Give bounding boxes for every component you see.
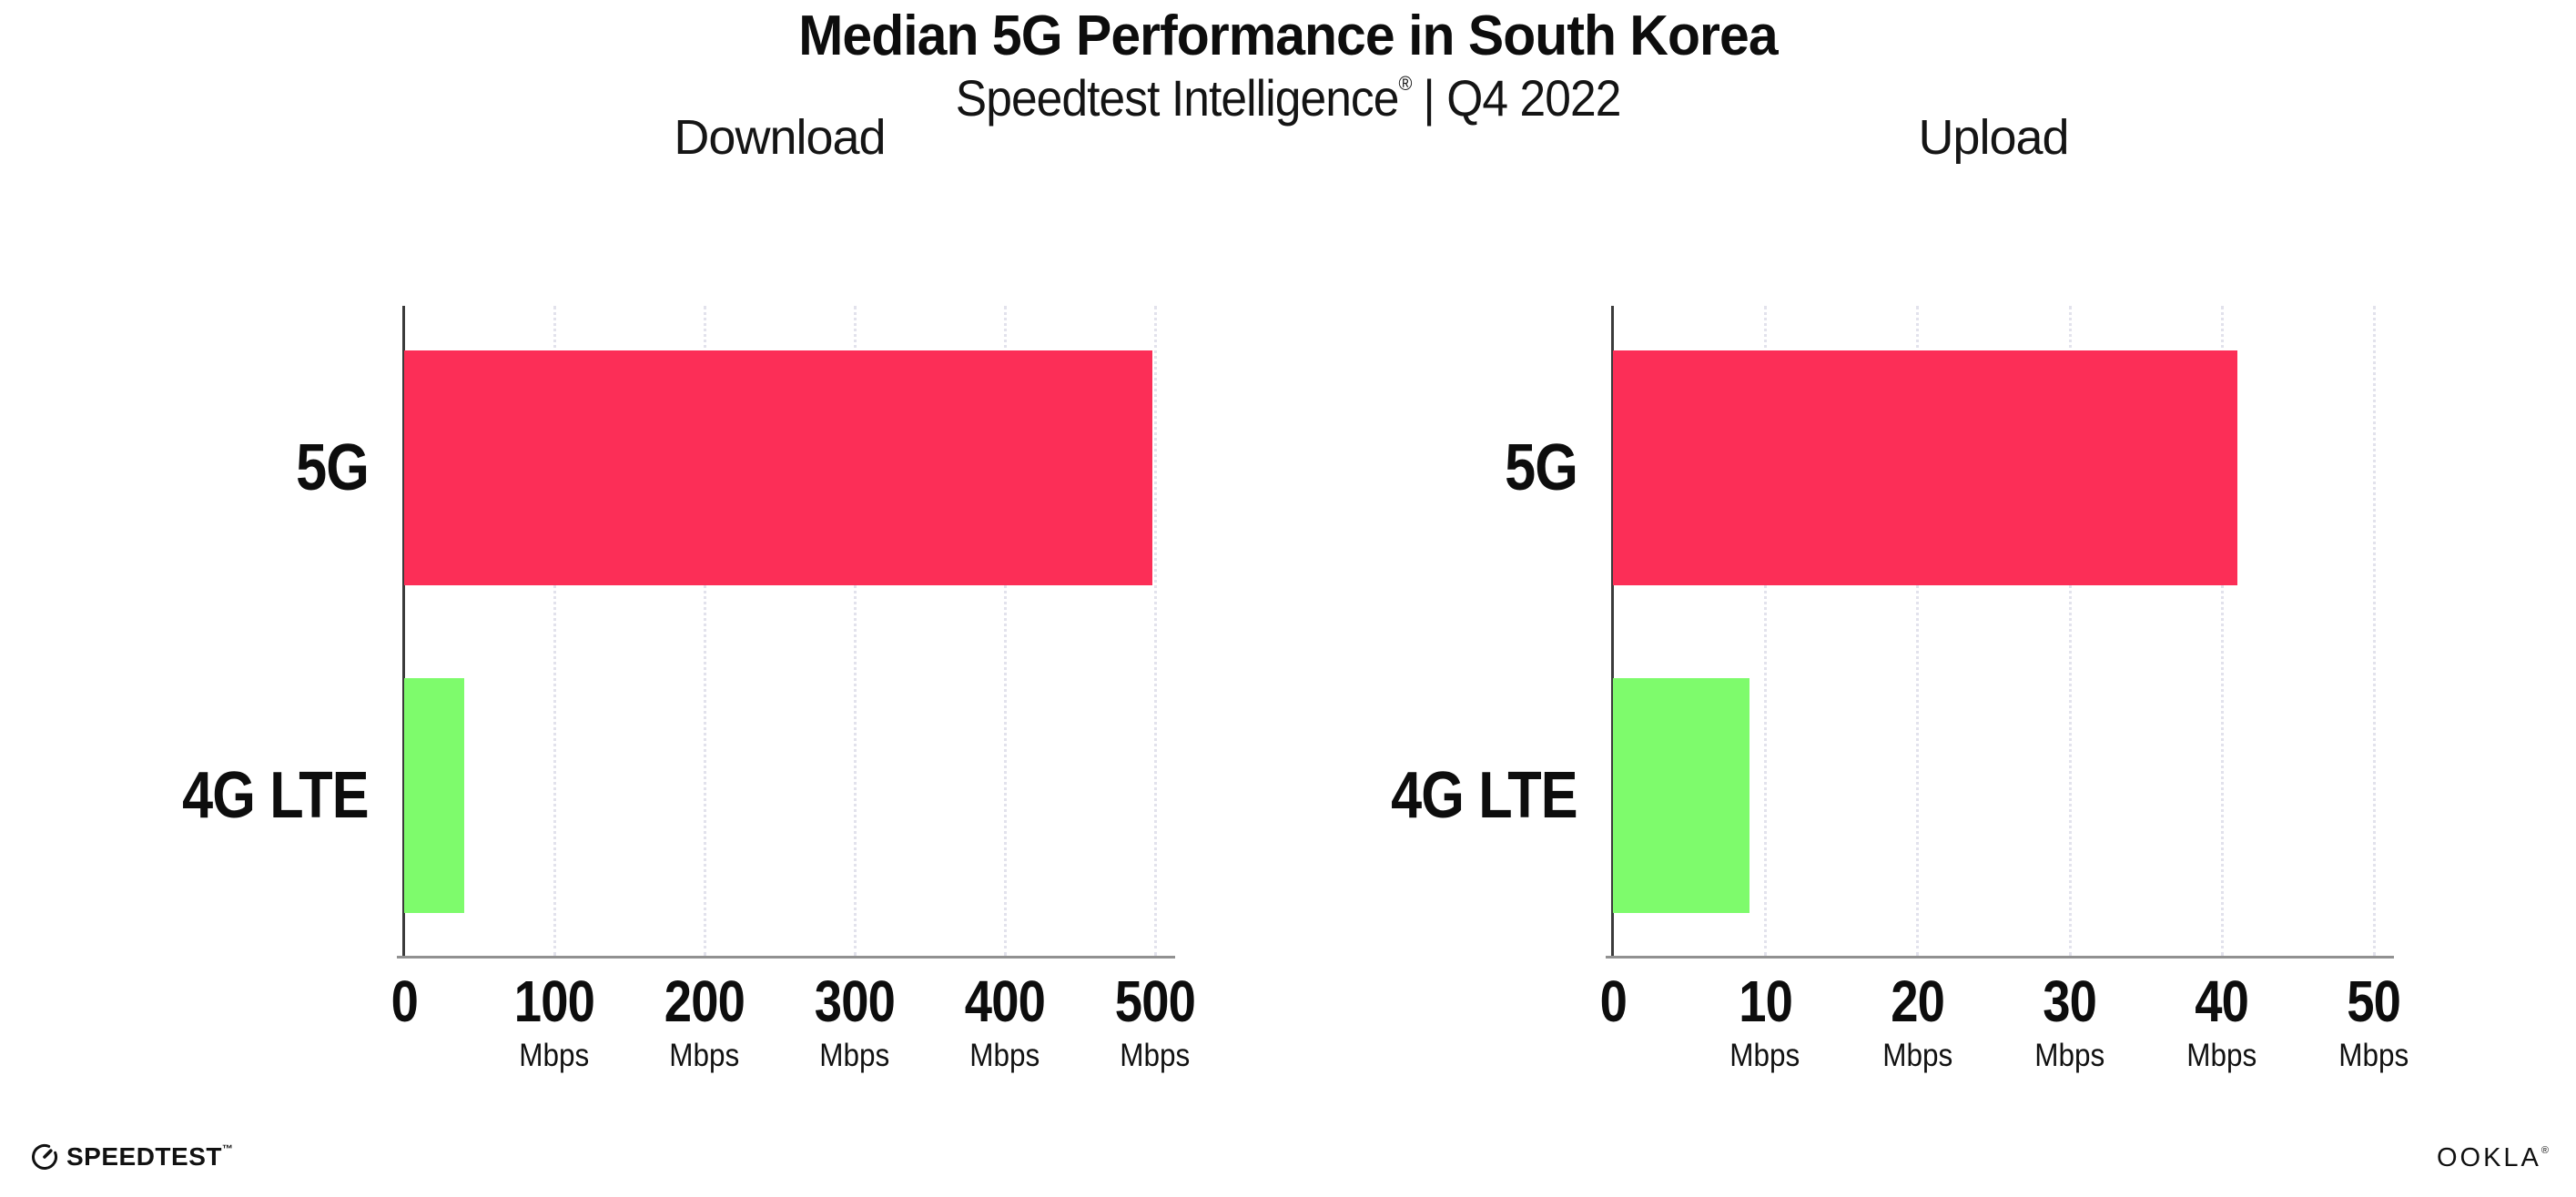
x-tick-value: 0 xyxy=(390,969,418,1034)
x-tick-value: 50 xyxy=(2347,969,2402,1034)
x-tick-value: 0 xyxy=(1599,969,1627,1034)
x-tick-value: 20 xyxy=(1890,969,1945,1034)
x-tick-label-200: 200 Mbps xyxy=(604,972,805,1071)
gridline xyxy=(1154,306,1157,956)
x-tick-label-500: 500 Mbps xyxy=(1055,972,1255,1071)
bar-4g-lte-download xyxy=(404,678,464,913)
x-tick-unit: Mbps xyxy=(819,1038,890,1073)
y-category-label-4g-lte: 4G LTE xyxy=(1213,678,1577,913)
ookla-wordmark: OOKLA xyxy=(2436,1143,2541,1172)
gridline xyxy=(2220,306,2224,956)
gridline xyxy=(1916,306,1920,956)
speedtest-gauge-icon xyxy=(32,1144,57,1170)
gridline xyxy=(1764,306,1768,956)
y-category-label-text: 4G LTE xyxy=(182,759,369,832)
chart-title-download: Download xyxy=(674,110,886,165)
y-category-label-5g: 5G xyxy=(5,350,370,585)
x-tick-unit: Mbps xyxy=(1729,1038,1800,1073)
x-tick-unit: Mbps xyxy=(969,1038,1040,1073)
x-tick-value: 500 xyxy=(1114,969,1196,1034)
y-category-label-text: 5G xyxy=(1505,431,1578,504)
ookla-registered-mark: ® xyxy=(2541,1145,2549,1156)
x-tick-value: 30 xyxy=(2043,969,2097,1034)
gridline xyxy=(553,306,556,956)
x-axis-line xyxy=(1606,956,2394,959)
figure-header: Median 5G Performance in South Korea Spe… xyxy=(0,0,2576,127)
x-tick-label-10: 10 Mbps xyxy=(1665,972,1865,1071)
x-tick-value: 400 xyxy=(964,969,1046,1034)
x-tick-label-50: 50 Mbps xyxy=(2274,972,2474,1071)
figure-subtitle: Speedtest Intelligence® | Q4 2022 xyxy=(0,68,2576,127)
x-tick-value: 300 xyxy=(814,969,896,1034)
subtitle-period: | Q4 2022 xyxy=(1423,69,1621,127)
x-tick-label-400: 400 Mbps xyxy=(905,972,1105,1071)
x-tick-unit: Mbps xyxy=(1881,1038,1952,1073)
x-tick-value: 40 xyxy=(2195,969,2249,1034)
subtitle-brand: Speedtest Intelligence xyxy=(955,69,1400,127)
gridline xyxy=(1004,306,1007,956)
x-tick-unit: Mbps xyxy=(669,1038,740,1073)
x-tick-label-300: 300 Mbps xyxy=(755,972,955,1071)
gridline xyxy=(2373,306,2376,956)
gridline xyxy=(854,306,857,956)
bar-4g-lte-upload xyxy=(1613,678,1750,913)
x-tick-label-0: 0 xyxy=(1513,972,1713,1030)
ookla-logo: OOKLA® xyxy=(2437,1143,2549,1173)
x-tick-unit: Mbps xyxy=(2186,1038,2257,1073)
x-tick-value: 10 xyxy=(1738,969,1793,1034)
x-tick-label-40: 40 Mbps xyxy=(2122,972,2322,1071)
y-axis-line xyxy=(402,306,405,956)
x-tick-label-100: 100 Mbps xyxy=(454,972,654,1071)
bar-5g-upload xyxy=(1613,350,2237,585)
x-tick-label-30: 30 Mbps xyxy=(1970,972,2170,1071)
chart-title-upload: Upload xyxy=(1918,110,2069,165)
y-category-label-5g: 5G xyxy=(1213,350,1578,585)
gridline xyxy=(2068,306,2072,956)
x-tick-value: 200 xyxy=(664,969,745,1034)
x-tick-unit: Mbps xyxy=(1120,1038,1191,1073)
trademark-mark: ™ xyxy=(221,1142,234,1155)
speedtest-logo: SPEEDTEST™ xyxy=(30,1141,233,1172)
speedtest-wordmark: SPEEDTEST™ xyxy=(66,1142,234,1171)
bar-5g-download xyxy=(404,350,1152,585)
y-category-label-text: 4G LTE xyxy=(1391,759,1577,832)
x-tick-unit: Mbps xyxy=(2034,1038,2105,1073)
registered-mark: ® xyxy=(1398,72,1412,95)
y-category-label-text: 5G xyxy=(296,431,370,504)
y-axis-line xyxy=(1611,306,1614,956)
x-tick-value: 100 xyxy=(513,969,595,1034)
figure-title: Median 5G Performance in South Korea xyxy=(798,5,1778,67)
y-category-label-4g-lte: 4G LTE xyxy=(5,678,369,913)
x-tick-label-0: 0 xyxy=(304,972,504,1030)
x-tick-label-20: 20 Mbps xyxy=(1817,972,2017,1071)
x-tick-unit: Mbps xyxy=(2338,1038,2409,1073)
x-tick-unit: Mbps xyxy=(519,1038,590,1073)
x-axis-line xyxy=(397,956,1175,959)
gridline xyxy=(704,306,706,956)
